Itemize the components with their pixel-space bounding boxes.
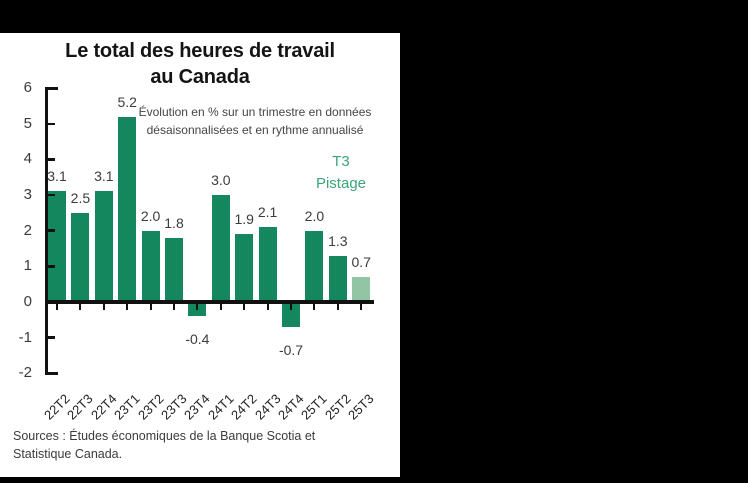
bar	[235, 234, 254, 302]
bar	[48, 191, 66, 302]
source-note-line1: Sources : Études économiques de la Banqu…	[13, 429, 316, 443]
y-tick-label: 6	[23, 79, 32, 97]
y-tick-label: -1	[18, 328, 32, 346]
y-tick-label: 2	[23, 221, 32, 239]
tracking-annotation-line2: Pistage	[315, 175, 367, 192]
bar-value-label: 3.1	[47, 168, 67, 185]
bar-value-label: 1.9	[234, 211, 254, 228]
bar	[118, 116, 137, 302]
bar	[328, 255, 347, 302]
bar-value-label: 2.1	[257, 204, 278, 221]
x-tick	[336, 304, 339, 310]
bar-value-label: 3.0	[211, 172, 231, 189]
bar-value-label: 3.1	[94, 168, 114, 185]
tracking-annotation: T3 Pistage	[301, 151, 381, 195]
bar	[258, 227, 277, 302]
y-tick-label: 0	[23, 293, 32, 310]
x-tick	[102, 304, 105, 310]
x-tick	[360, 304, 363, 310]
zero-baseline	[45, 300, 374, 304]
bar	[71, 212, 90, 302]
x-tick	[313, 304, 316, 310]
chart-title-line1: Le total des heures de travail	[65, 40, 335, 62]
bar	[141, 230, 160, 302]
bar-value-label: 2.5	[70, 189, 91, 206]
bar	[94, 191, 113, 302]
y-axis-top-cap	[45, 86, 58, 90]
chart-subtitle-line2: désaisonnalisées et en rythme annualisé	[146, 123, 364, 137]
source-note: Sources : Études économiques de la Banqu…	[13, 427, 393, 463]
chart-panel: Le total des heures de travail au Canada…	[0, 33, 400, 477]
bar-value-label: -0.4	[185, 331, 210, 348]
bar-value-label: 0.7	[351, 254, 371, 271]
y-tick-label: 4	[23, 150, 32, 168]
x-tick	[219, 304, 222, 310]
y-tick	[45, 122, 55, 125]
tracking-annotation-line1: T3	[332, 153, 350, 170]
bar	[211, 195, 230, 302]
chart-subtitle-line1: Évolution en % sur un trimestre en donné…	[138, 105, 372, 119]
plot-area: 6 5 4 3 2 1 0 -1 -2 3.1 22T2 2.5 22T3 3.1 22T4 5.2 23T1 2…	[0, 33, 400, 477]
bar	[305, 230, 324, 302]
bar	[282, 302, 300, 327]
chart-title: Le total des heures de travail au Canada	[0, 38, 400, 90]
y-tick	[45, 336, 55, 339]
y-tick-label: 1	[23, 257, 32, 275]
bar-value-label: 2.0	[304, 207, 325, 224]
y-tick	[45, 229, 55, 232]
x-tick	[290, 304, 292, 310]
bar	[352, 277, 371, 302]
x-tick	[149, 304, 152, 310]
bar-value-label: -0.7	[278, 341, 304, 358]
y-tick	[45, 193, 55, 197]
y-tick	[45, 265, 55, 268]
source-note-line2: Statistique Canada.	[13, 447, 123, 461]
bar-value-label: 1.3	[328, 232, 348, 249]
y-axis-bottom-cap	[45, 371, 58, 375]
bar-value-label: 2.0	[140, 207, 161, 224]
y-tick	[45, 158, 55, 161]
bar-value-label: 1.8	[164, 214, 184, 231]
y-tick-label: -2	[18, 364, 32, 382]
x-tick	[243, 304, 246, 310]
chart-subtitle: Évolution en % sur un trimestre en donné…	[110, 103, 400, 139]
y-tick-label: 5	[23, 114, 32, 132]
bar-value-label: 5.2	[117, 93, 137, 110]
y-tick-label: 3	[23, 186, 32, 204]
x-tick	[266, 304, 269, 310]
x-tick	[56, 304, 58, 310]
x-tick	[173, 304, 175, 310]
chart-title-line2: au Canada	[150, 66, 250, 88]
bar	[165, 237, 183, 302]
x-tick	[196, 304, 199, 310]
x-tick	[126, 304, 129, 310]
x-tick	[79, 304, 82, 310]
